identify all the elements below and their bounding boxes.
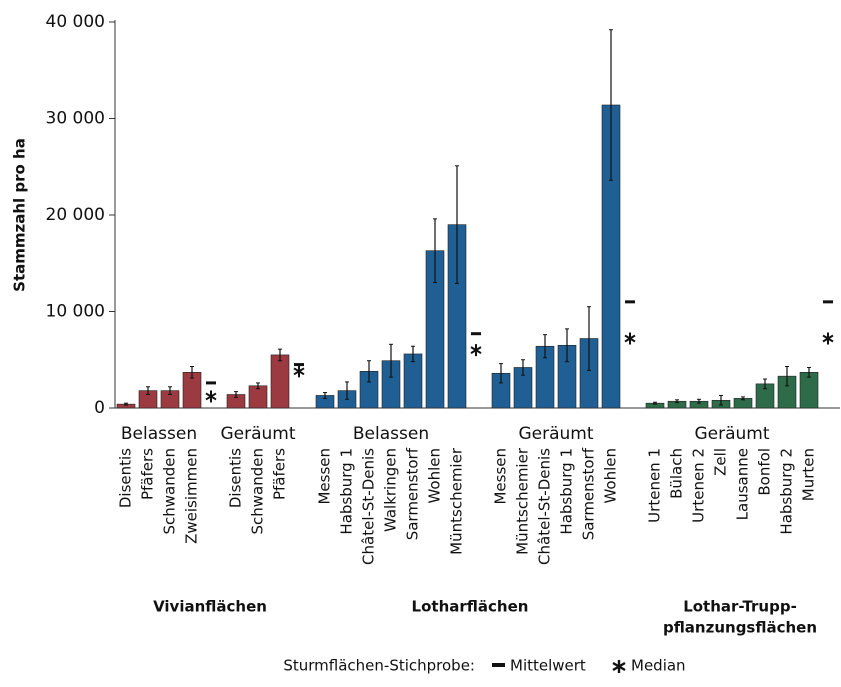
category-label: Sarmenstorf [404, 447, 422, 540]
legend-label: Sturmflächen-Stichprobe: [283, 657, 475, 675]
category-label: Schwanden [161, 448, 179, 535]
y-tick-label: 40 000 [46, 12, 105, 32]
median-stroke [822, 334, 834, 343]
category-label: Sarmenstorf [580, 447, 598, 540]
category-label: Wohlen [602, 448, 620, 504]
category-label: Lausanne [734, 448, 752, 520]
legend: Sturmflächen-Stichprobe: Mittelwert Medi… [283, 657, 685, 675]
mean-marker [294, 363, 304, 367]
y-axis-title: Stammzahl pro ha [11, 138, 29, 292]
category-label: Wohlen [426, 448, 444, 504]
median-marker [624, 332, 636, 345]
category-label: Habsburg 2 [778, 448, 796, 535]
category-label: Messen [492, 448, 510, 505]
category-label: Châtel-St-Denis [536, 448, 554, 565]
category-label: Urtenen 1 [646, 448, 664, 523]
median-marker [470, 344, 482, 357]
subgroup-label: Geräumt [220, 424, 295, 444]
category-label: Urtenen 2 [690, 448, 708, 523]
category-label: Schwanden [249, 448, 267, 535]
median-marker [822, 332, 834, 345]
category-label: Zell [712, 448, 730, 476]
median-stroke [470, 346, 482, 354]
category-label: Müntschemier [514, 447, 532, 555]
category-label: Walkringen [382, 448, 400, 532]
subgroup-label: Geräumt [694, 424, 769, 444]
mean-marker [206, 381, 216, 385]
y-tick-label: 0 [94, 398, 105, 418]
subgroup-label: Geräumt [518, 424, 593, 444]
y-tick-label: 10 000 [46, 302, 105, 322]
category-label: Pfäfers [139, 448, 157, 500]
mean-marker [823, 300, 833, 304]
median-stroke [205, 392, 217, 401]
category-label: Zweisimmen [183, 448, 201, 544]
y-tick-label: 20 000 [46, 205, 105, 225]
category-label: Habsburg 1 [338, 448, 356, 535]
bar [270, 354, 290, 409]
mean-marker [471, 332, 481, 336]
mean-marker [625, 300, 635, 304]
category-label: Disentis [227, 448, 245, 508]
legend-mean-symbol [492, 663, 505, 667]
group-title: Lothar-Trupp- [683, 598, 797, 616]
median-marker [205, 390, 217, 403]
category-label: Müntschemier [448, 447, 466, 555]
median-stroke [624, 334, 636, 343]
median-stroke [293, 367, 305, 376]
group-title: Vivianflächen [153, 598, 267, 616]
category-label: Pfäfers [271, 448, 289, 500]
category-label: Murten [800, 448, 818, 501]
legend-median-symbol [612, 660, 626, 673]
subgroup-label: Belassen [121, 424, 197, 444]
category-label: Châtel-St-Denis [360, 448, 378, 565]
category-label: Disentis [117, 448, 135, 508]
category-label: Messen [316, 448, 334, 505]
median-marker [293, 365, 305, 378]
group-title: pflanzungsflächen [663, 619, 817, 637]
y-tick-label: 30 000 [46, 109, 105, 129]
category-label: Bülach [668, 448, 686, 499]
category-label: Habsburg 1 [558, 448, 576, 535]
group-title: Lotharflächen [412, 598, 529, 616]
legend-median: Median [631, 657, 686, 675]
legend-mean: Mittelwert [510, 657, 586, 675]
category-label: Bonfol [756, 448, 774, 496]
bar [799, 371, 819, 409]
subgroup-label: Belassen [353, 424, 429, 444]
